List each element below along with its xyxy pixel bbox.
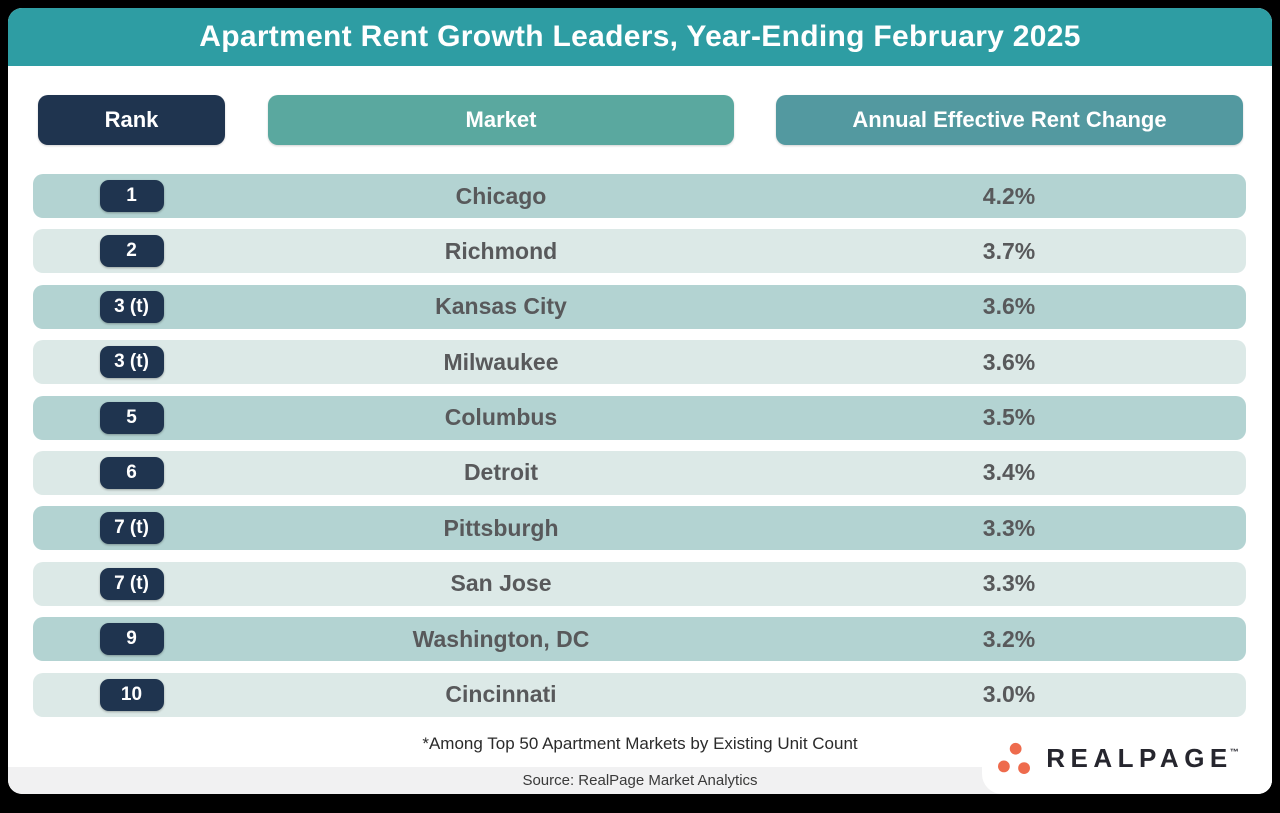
market-name: Richmond (444, 237, 558, 264)
table-row: 7 (t) San Jose 3.3% (33, 561, 1246, 606)
rank-badge: 2 (99, 235, 164, 268)
rank-badge: 7 (t) (99, 567, 164, 600)
rank-badge: 3 (t) (99, 346, 164, 379)
rank-badge: 6 (99, 456, 164, 489)
source-text: Source: RealPage Market Analytics (522, 772, 758, 789)
rent-change-value: 3.4% (982, 459, 1036, 486)
rent-change-value: 3.5% (982, 404, 1036, 431)
market-name: San Jose (450, 570, 552, 597)
market-name: Pittsburgh (443, 514, 559, 541)
rent-change-value: 3.7% (982, 237, 1036, 264)
table-row: 1 Chicago 4.2% (33, 174, 1246, 218)
rank-badge: 1 (99, 180, 164, 212)
rent-change-value: 3.3% (982, 570, 1036, 597)
market-name: Washington, DC (412, 625, 590, 652)
realpage-wordmark: REALPAGE™ (1046, 742, 1239, 773)
rent-change-value: 3.0% (982, 681, 1036, 708)
rank-cell: 7 (t) (33, 512, 230, 545)
rank-cell: 10 (33, 678, 230, 711)
rank-cell: 9 (33, 623, 230, 656)
rank-cell: 2 (33, 235, 230, 268)
footnote: *Among Top 50 Apartment Markets by Exist… (422, 734, 858, 753)
table-row: 10 Cincinnati 3.0% (33, 672, 1246, 717)
rank-cell: 3 (t) (33, 346, 230, 379)
rank-cell: 1 (33, 180, 230, 212)
table-row: 7 (t) Pittsburgh 3.3% (33, 506, 1246, 551)
trademark-symbol: ™ (1229, 746, 1239, 757)
market-name: Milwaukee (443, 348, 559, 375)
column-header-rank: Rank (38, 95, 225, 145)
market-name: Chicago (455, 182, 547, 209)
rent-change-value: 3.6% (982, 348, 1036, 375)
table-header-row: Rank Market Annual Effective Rent Change (38, 95, 1243, 145)
table-row: 5 Columbus 3.5% (33, 395, 1246, 440)
rank-cell: 5 (33, 401, 230, 434)
column-header-market: Market (268, 95, 734, 145)
market-name: Cincinnati (445, 681, 557, 708)
rank-badge: 5 (99, 401, 164, 434)
table-body: 1 Chicago 4.2% 2 Richmond 3.7% 3 (t) Kan… (33, 174, 1246, 717)
rent-change-value: 3.2% (982, 625, 1036, 652)
rent-change-value: 4.2% (982, 182, 1036, 209)
realpage-logo: REALPAGE™ (982, 722, 1272, 794)
rank-cell: 6 (33, 456, 230, 489)
page-title: Apartment Rent Growth Leaders, Year-Endi… (199, 20, 1081, 53)
table-row: 3 (t) Kansas City 3.6% (33, 284, 1246, 329)
rent-change-value: 3.3% (982, 514, 1036, 541)
infographic-card: Apartment Rent Growth Leaders, Year-Endi… (8, 8, 1272, 794)
rank-badge: 9 (99, 623, 164, 656)
rank-badge: 10 (99, 678, 164, 711)
market-name: Columbus (444, 404, 558, 431)
rank-cell: 3 (t) (33, 290, 230, 323)
table-row: 6 Detroit 3.4% (33, 450, 1246, 495)
market-name: Kansas City (435, 293, 567, 320)
rent-change-value: 3.6% (982, 293, 1036, 320)
title-bar: Apartment Rent Growth Leaders, Year-Endi… (8, 8, 1272, 66)
table-row: 2 Richmond 3.7% (33, 229, 1246, 274)
column-header-rent-change: Annual Effective Rent Change (776, 95, 1243, 145)
rank-badge: 3 (t) (99, 290, 164, 323)
realpage-dots-icon (998, 742, 1031, 774)
table-row: 3 (t) Milwaukee 3.6% (33, 340, 1246, 385)
rank-cell: 7 (t) (33, 567, 230, 600)
rank-badge: 7 (t) (99, 512, 164, 545)
market-name: Detroit (463, 459, 539, 486)
table-row: 9 Washington, DC 3.2% (33, 617, 1246, 662)
